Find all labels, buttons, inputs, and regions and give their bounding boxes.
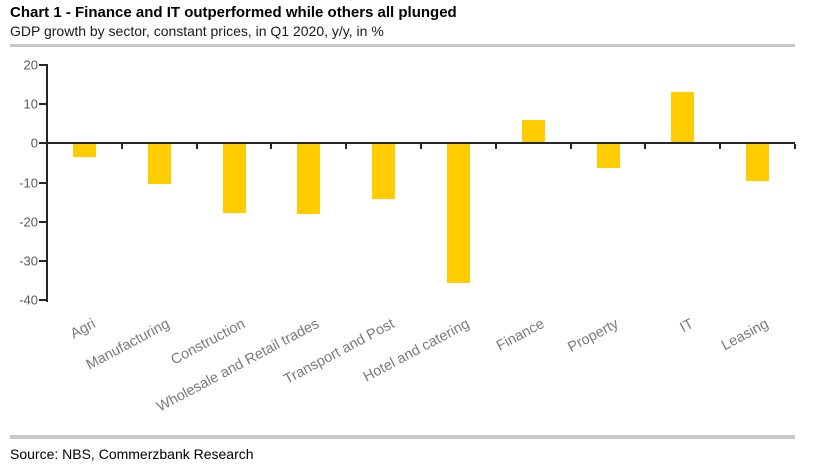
x-axis-tick xyxy=(494,144,497,150)
y-axis-tick xyxy=(39,181,46,184)
y-axis-line xyxy=(46,64,48,302)
x-axis-labels: Agri Manufacturing Construction Wholesale a… xyxy=(47,316,795,431)
y-axis-tick-label: 20 xyxy=(23,57,38,73)
y-axis-tick-label: -30 xyxy=(19,253,38,269)
x-axis-tick xyxy=(270,144,273,150)
x-axis-tick xyxy=(719,144,722,150)
plot-area xyxy=(39,64,796,302)
chart-title: Chart 1 - Finance and IT outperformed wh… xyxy=(10,4,457,21)
bar-agri xyxy=(72,144,96,157)
x-axis-label-agri: Agri xyxy=(67,316,98,343)
x-axis-tick xyxy=(569,144,572,150)
source-note: Source: NBS, Commerzbank Research xyxy=(10,446,254,462)
x-axis-label-finance: Finance xyxy=(493,316,547,355)
x-axis-tick xyxy=(120,144,123,150)
bar-construction xyxy=(222,144,246,213)
y-axis-tick-label: -40 xyxy=(19,292,38,308)
x-axis-label-manufacturing: Manufacturing xyxy=(84,316,173,374)
y-axis-tick xyxy=(39,299,46,301)
bar-property xyxy=(596,144,620,169)
chart-subtitle: GDP growth by sector, constant prices, i… xyxy=(10,23,384,39)
x-axis-tick xyxy=(195,144,198,150)
bar-finance xyxy=(521,119,545,144)
y-axis-tick xyxy=(39,103,46,106)
x-axis-tick xyxy=(794,144,796,150)
y-axis-tick-label: 10 xyxy=(23,96,38,112)
bar-wholesale-and-retail-trades xyxy=(297,144,321,215)
y-axis-tick xyxy=(39,259,46,262)
top-divider xyxy=(10,44,795,47)
y-axis-tick xyxy=(39,142,46,145)
y-axis-labels: 20 10 0 -10 -20 -30 -40 xyxy=(0,58,38,308)
x-axis-tick xyxy=(345,144,348,150)
bar-hotel-and-catering xyxy=(446,144,470,283)
bottom-divider xyxy=(10,435,795,439)
y-axis-tick-label: -20 xyxy=(19,214,38,230)
y-axis-tick-label: -10 xyxy=(19,175,38,190)
x-axis-label-it: IT xyxy=(677,316,697,337)
x-axis-label-leasing: Leasing xyxy=(718,316,772,354)
x-axis-line xyxy=(47,142,795,145)
y-axis-tick-label: 0 xyxy=(30,135,38,151)
x-axis-tick xyxy=(420,144,422,150)
x-axis-tick xyxy=(644,144,647,150)
bar-manufacturing xyxy=(147,144,171,185)
bar-transport-and-post xyxy=(372,144,396,200)
bar-it xyxy=(671,91,695,144)
y-axis-tick xyxy=(39,64,46,66)
y-axis-tick xyxy=(39,220,46,223)
bar-leasing xyxy=(746,144,770,182)
x-axis-label-property: Property xyxy=(565,316,622,356)
